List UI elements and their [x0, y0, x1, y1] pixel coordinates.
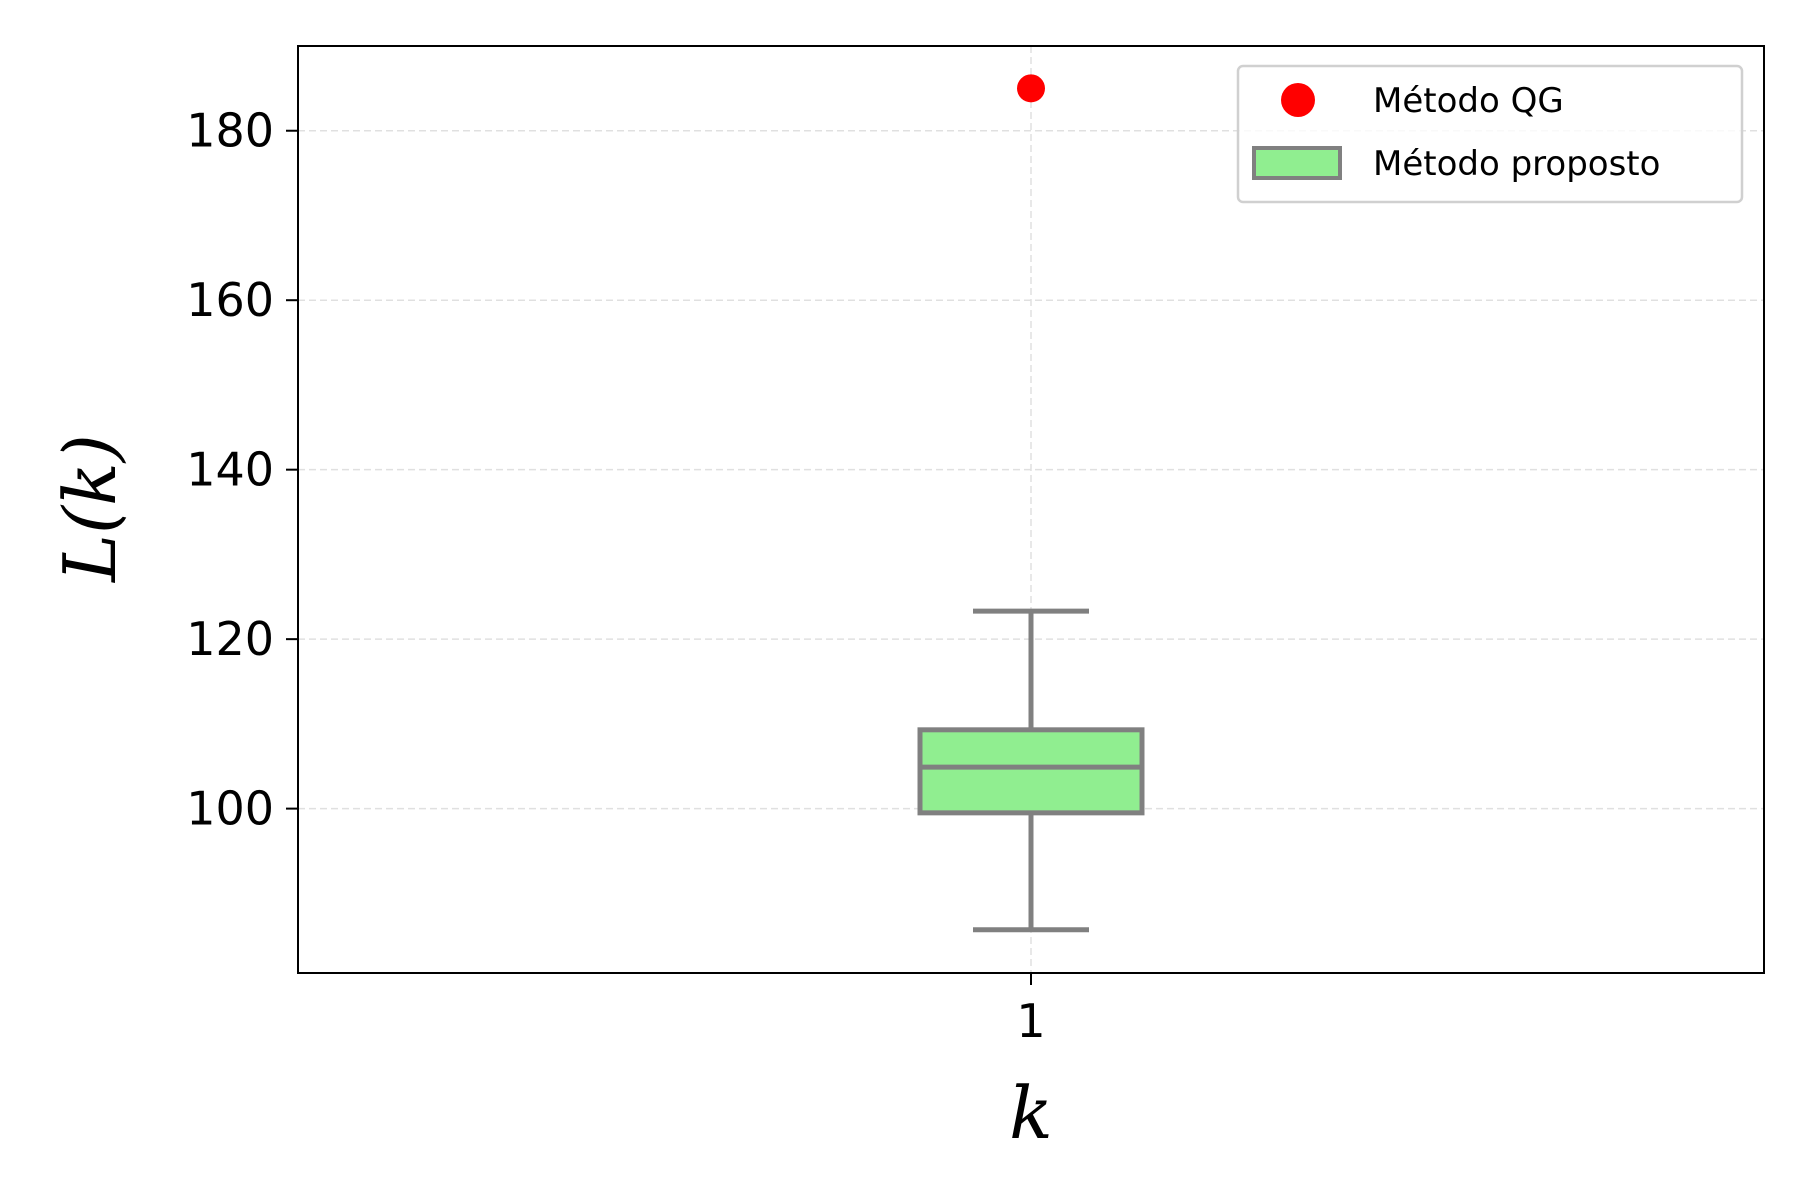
y-axis-label: L(k) [48, 434, 132, 584]
y-tick-label-100: 100 [186, 782, 274, 836]
x-axis-label: k [1009, 1071, 1053, 1155]
legend-marker-metodo-qg [1281, 83, 1315, 117]
y-tick-label-180: 180 [186, 104, 274, 158]
legend: Método QG Método proposto [1236, 64, 1744, 204]
y-tick-label-160: 160 [186, 273, 274, 327]
legend-entry-metodo-proposto: Método proposto [1373, 144, 1660, 184]
x-tick-label-1: 1 [1016, 994, 1045, 1048]
box-iqr [917, 727, 1145, 816]
y-tick-label-120: 120 [186, 612, 274, 666]
legend-entry-metodo-qg: Método QG [1373, 81, 1564, 121]
legend-frame [1236, 64, 1744, 204]
legend-marker-metodo-proposto [1252, 146, 1342, 180]
point-metodo-qg [1017, 74, 1045, 103]
plot-marks [917, 74, 1145, 933]
grid-lines [298, 46, 1764, 973]
axis-ticks: 100 120 140 160 180 1 [186, 104, 1045, 1048]
y-tick-label-140: 140 [186, 443, 274, 497]
